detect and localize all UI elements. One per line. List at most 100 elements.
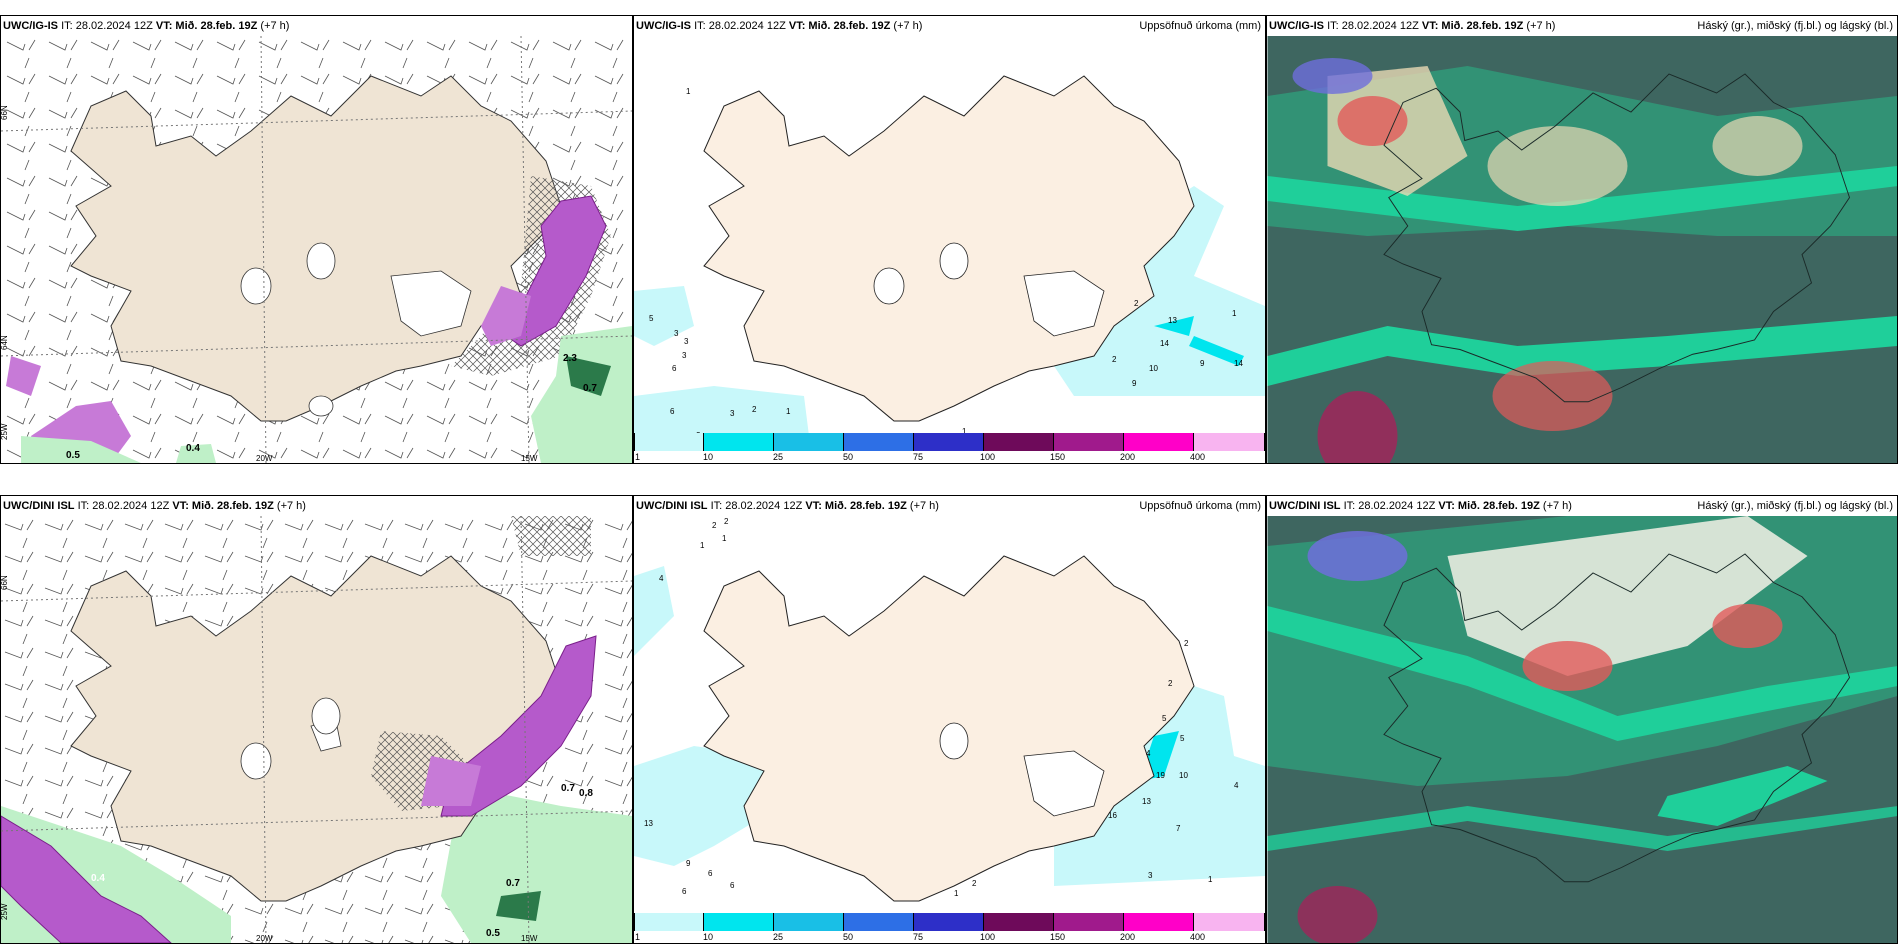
- lead-time: (+7 h): [909, 500, 939, 512]
- colorbar-swatch: [1054, 433, 1124, 451]
- valid-time-label: VT:: [155, 20, 173, 32]
- colorbar-tick: 100: [980, 932, 996, 942]
- valid-time: Mið. 28.feb. 19Z: [808, 20, 891, 32]
- precip-value: 6: [708, 869, 713, 878]
- contour-label: 0.4: [186, 443, 200, 454]
- lon-label-25w: 25W: [1, 903, 9, 920]
- init-time: IT: 28.02.2024 12Z: [61, 20, 153, 32]
- colorbar-tick: 200: [1120, 932, 1136, 942]
- precip-value: 6: [672, 364, 677, 373]
- precip-green-sw: [21, 436, 141, 463]
- colorbar-swatch: [844, 913, 914, 931]
- lead-time: (+7 h): [260, 20, 290, 32]
- precip-value: 14: [1234, 359, 1243, 368]
- cloud-mid-high: [1317, 391, 1398, 463]
- precip-value: 4: [1234, 781, 1239, 790]
- precip-map: 2 2 1 1 4 13 9 6 6 6 2 2 5 5 4 19 10 4 1…: [634, 517, 1265, 902]
- glacier: [1023, 750, 1105, 817]
- precip-value: 4: [659, 574, 664, 583]
- panel-header: UWC/DINI ISL IT: 28.02.2024 12Z VT: Mið.…: [1, 496, 632, 516]
- panel-wind-dini: UWC/DINI ISL IT: 28.02.2024 12Z VT: Mið.…: [0, 495, 633, 944]
- snow-hatch: [511, 516, 591, 556]
- cloud-mid-high: [1522, 641, 1613, 691]
- model-name: UWC/IG-IS: [636, 20, 691, 32]
- precip-value: 1: [686, 87, 691, 96]
- parallel-66n: [1, 110, 632, 132]
- cloud-band: [1267, 166, 1897, 231]
- glacier-vatnajokull: [390, 270, 472, 337]
- precip-value: 2: [1134, 299, 1139, 308]
- panel-title: Háský (gr.), miðský (fj.bl.) og lágský (…: [1697, 20, 1893, 32]
- snow-area-se: [421, 756, 481, 806]
- precip-area: [1054, 686, 1265, 886]
- precip-value: 2: [1168, 679, 1173, 688]
- glacier: [939, 242, 969, 280]
- precip-area: [634, 746, 794, 866]
- precip-area: [634, 386, 809, 441]
- colorbar-swatch: [1124, 433, 1194, 451]
- panel-header: UWC/IG-IS IT: 28.02.2024 12Z VT: Mið. 28…: [1, 16, 632, 36]
- precip-value: 9: [1200, 359, 1205, 368]
- precip-value: 6: [730, 881, 735, 890]
- glacier: [1023, 270, 1105, 337]
- lon-label-20w: 20W: [256, 934, 273, 943]
- colorbar-tick: 75: [913, 452, 924, 462]
- glacier-hofsjokull: [240, 267, 272, 305]
- precip-area: [1154, 316, 1194, 336]
- precip-value: 2: [1112, 355, 1117, 364]
- colorbar-tick: 50: [843, 452, 854, 462]
- snow-area-sw: [1, 815, 172, 943]
- panel-title: Uppsöfnuð úrkoma (mm): [1139, 500, 1261, 512]
- cloud-high: [1487, 126, 1628, 206]
- valid-time-label: VT:: [1438, 500, 1455, 512]
- precip-green-se: [531, 326, 632, 463]
- precip-value: 5: [1180, 734, 1185, 743]
- cloud-band: [1267, 606, 1897, 741]
- precip-area: [1189, 336, 1244, 366]
- glacier-langjokull: [306, 242, 336, 280]
- model-name: UWC/IG-IS: [3, 20, 58, 32]
- precip-value: 2: [724, 517, 729, 526]
- colorbar-tick: 75: [913, 932, 924, 942]
- valid-time-label: VT:: [172, 500, 189, 512]
- cloud-band: [1267, 316, 1897, 386]
- wind-map: 66N 64N 25W 20W 15W 0.7 2.3 0.5 0.4: [1, 36, 632, 463]
- contour-label: 2.3: [563, 353, 577, 364]
- valid-time: Mið. 28.feb. 19Z: [824, 500, 907, 512]
- lat-label-66n: 66N: [1, 105, 9, 120]
- precip-dark-green: [496, 891, 541, 921]
- contour-label: 0.7: [561, 783, 575, 794]
- precip-value: 1: [786, 407, 791, 416]
- precip-value: 7: [1176, 824, 1181, 833]
- colorbar-swatch: [984, 913, 1054, 931]
- lat-label-66n: 66N: [1, 575, 9, 590]
- colorbar-swatch: [774, 433, 844, 451]
- precip-value: 2: [972, 879, 977, 888]
- panel-header: UWC/IG-IS IT: 28.02.2024 12Z VT: Mið. 28…: [634, 16, 1265, 36]
- init-time: IT: 28.02.2024 12Z: [1327, 20, 1419, 32]
- valid-time: Mið. 28.feb. 19Z: [191, 500, 274, 512]
- lead-time: (+7 h): [276, 500, 306, 512]
- contour-label: 0.4: [91, 873, 105, 884]
- colorbar-tick: 150: [1050, 932, 1066, 942]
- snow-area-se: [481, 286, 531, 346]
- precip-dark-green: [566, 356, 611, 396]
- valid-time-label: VT:: [788, 20, 806, 32]
- precip-value: 13: [1142, 797, 1151, 806]
- colorbar-swatch: [704, 913, 774, 931]
- valid-time: Mið. 28.feb. 19Z: [175, 20, 258, 32]
- precip-value: 2: [752, 405, 757, 414]
- panel-title: Uppsöfnuð úrkoma (mm): [1139, 20, 1261, 32]
- panel-precip-ig: UWC/IG-IS IT: 28.02.2024 12Z VT: Mið. 28…: [633, 15, 1266, 464]
- precip-area: [634, 566, 674, 656]
- colorbar-swatch: [914, 913, 984, 931]
- parallel-64n: [1, 810, 632, 832]
- colorbar-tick: 200: [1120, 452, 1136, 462]
- panel-header: UWC/IG-IS IT: 28.02.2024 12Z VT: Mið. 28…: [1267, 16, 1897, 36]
- panel-header: UWC/DINI ISL IT: 28.02.2024 12Z VT: Mið.…: [634, 496, 1265, 516]
- precip-value: 1: [1232, 309, 1237, 318]
- glacier-myrdalsjokull: [308, 395, 334, 417]
- model-name: UWC/DINI ISL: [1269, 500, 1341, 512]
- precip-green-s: [176, 444, 216, 463]
- contour-label: 0.8: [579, 788, 593, 799]
